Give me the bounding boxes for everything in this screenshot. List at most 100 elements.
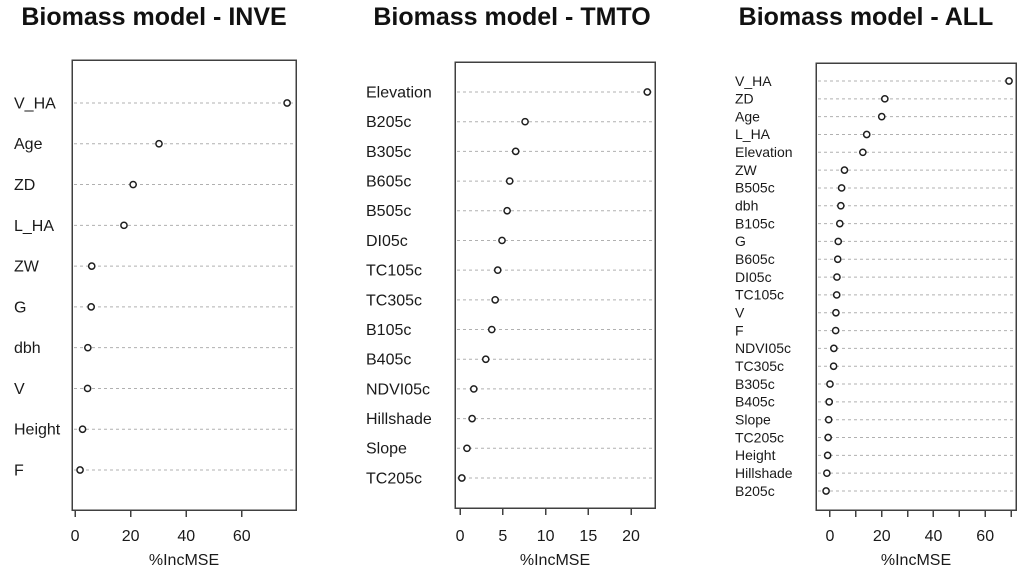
y-axis-label: ZD <box>735 91 754 107</box>
x-axis-tick-label: 15 <box>579 528 597 545</box>
y-axis-label: B405c <box>366 352 411 369</box>
y-axis-label: L_HA <box>14 218 54 235</box>
y-axis-label: B605c <box>366 174 411 191</box>
data-point <box>129 180 137 189</box>
plot-box <box>71 59 297 511</box>
data-point <box>829 362 838 371</box>
data-point <box>120 221 128 230</box>
y-axis-label: Elevation <box>735 144 793 160</box>
data-point <box>503 206 511 215</box>
y-axis-label: F <box>735 322 744 338</box>
data-point <box>87 262 96 270</box>
y-axis-label: DI05c <box>366 233 408 250</box>
y-axis-label: TC205c <box>366 470 422 487</box>
data-point <box>155 139 163 148</box>
data-point <box>76 466 84 474</box>
data-point <box>824 433 833 442</box>
y-axis-label: V_HA <box>14 95 56 112</box>
chart-title-all: Biomass model - ALL <box>738 3 994 31</box>
x-axis-tick-label: 20 <box>873 528 891 545</box>
chart-title-tmto: Biomass model - TMTO <box>373 3 651 31</box>
data-point <box>833 273 841 281</box>
data-point <box>858 148 867 157</box>
y-axis-label: F <box>14 462 24 479</box>
chart-title-inve: Biomass model - INVE <box>21 3 287 31</box>
x-axis-tick-label: 40 <box>177 528 195 545</box>
data-point <box>824 415 833 424</box>
data-point <box>877 112 886 121</box>
y-axis-label: ZD <box>14 177 35 194</box>
data-point <box>469 385 478 393</box>
x-axis-title: %IncMSE <box>881 552 951 569</box>
y-axis-label: B505c <box>366 203 411 220</box>
data-point <box>457 474 466 482</box>
y-axis-label: TC105c <box>366 263 422 280</box>
data-point <box>468 414 476 423</box>
x-axis-tick-label: 60 <box>233 528 251 545</box>
y-axis-label: TC105c <box>735 287 784 303</box>
x-axis-tick-label: 5 <box>498 528 507 545</box>
y-axis-label: Hillshade <box>366 411 432 428</box>
data-point <box>87 303 96 311</box>
y-axis-label: TC205c <box>735 429 784 445</box>
data-point <box>833 255 842 264</box>
data-point <box>498 236 506 245</box>
y-axis-label: G <box>735 233 746 249</box>
y-axis-label: B105c <box>735 215 775 231</box>
plot-box <box>454 61 656 509</box>
data-point <box>835 219 844 228</box>
data-point <box>825 398 834 406</box>
y-axis-label: B505c <box>735 180 775 196</box>
data-point <box>837 184 846 192</box>
y-axis-label: Age <box>735 108 760 124</box>
data-point <box>283 99 291 107</box>
y-axis-label: G <box>14 299 26 316</box>
y-axis-label: NDVI05c <box>735 340 791 356</box>
x-axis-title: %IncMSE <box>520 552 590 569</box>
y-axis-label: ZW <box>735 162 758 178</box>
data-point <box>826 380 834 388</box>
data-point <box>840 166 849 174</box>
y-axis-label: Height <box>735 447 776 463</box>
data-point <box>834 237 843 246</box>
data-point <box>521 117 529 126</box>
y-axis-label: Slope <box>366 441 407 458</box>
y-axis-label: V <box>14 381 25 398</box>
data-point <box>862 130 871 139</box>
data-point <box>822 487 830 495</box>
x-axis-tick-label: 60 <box>976 528 994 545</box>
x-axis-tick-label: 20 <box>622 528 640 545</box>
data-point <box>83 384 92 393</box>
x-axis-tick-label: 0 <box>456 528 465 545</box>
y-axis-label: B305c <box>735 376 775 392</box>
y-axis-label: V <box>735 304 745 320</box>
y-axis-label: Slope <box>735 411 771 427</box>
y-axis-label: DI05c <box>735 269 772 285</box>
x-axis-tick-label: 20 <box>122 528 140 545</box>
data-point <box>511 147 520 156</box>
plot-box <box>815 62 1017 511</box>
data-point <box>832 291 841 299</box>
y-axis-label: Hillshade <box>735 465 793 481</box>
data-point <box>83 343 92 352</box>
data-point <box>491 295 500 304</box>
y-axis-label: TC305c <box>735 358 784 374</box>
data-point <box>880 94 889 103</box>
y-axis-label: dbh <box>14 340 41 357</box>
data-point <box>823 469 831 478</box>
y-axis-label: Age <box>14 136 43 153</box>
data-point <box>643 88 652 96</box>
x-axis-title: %IncMSE <box>149 552 219 569</box>
data-point <box>487 325 496 334</box>
y-axis-label: V_HA <box>735 73 772 89</box>
data-point <box>493 266 502 275</box>
data-point <box>823 451 832 460</box>
y-axis-label: B605c <box>735 251 775 267</box>
data-point <box>830 344 838 353</box>
y-axis-label: dbh <box>735 198 758 214</box>
y-axis-label: B205c <box>735 483 775 499</box>
x-axis-tick-label: 40 <box>925 528 943 545</box>
y-axis-label: Elevation <box>366 84 432 101</box>
